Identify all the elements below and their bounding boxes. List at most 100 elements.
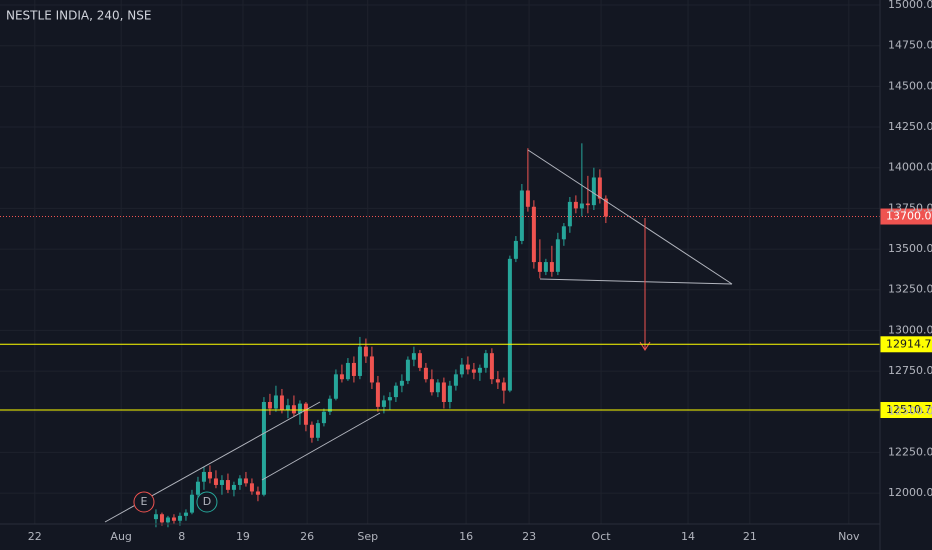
y-tick-label: 13500.00 [888, 242, 932, 255]
price-label-box [880, 208, 932, 225]
price-label: 12510.75 [886, 403, 932, 416]
candle-body [471, 369, 476, 373]
candle-body [411, 353, 416, 360]
candle-body [303, 403, 308, 425]
overlay: 13700.00 12914.70 12510.75 E D [0, 208, 932, 513]
candle-body [483, 353, 488, 368]
candle-body [153, 514, 158, 520]
y-tick-label: 15000.00 [888, 0, 932, 11]
candle-body [549, 262, 554, 272]
x-tick-label: Sep [357, 530, 378, 543]
x-tick-label: Nov [838, 530, 860, 543]
candle-body [519, 190, 524, 241]
candle-body [585, 203, 590, 206]
candle-body [225, 480, 230, 490]
event-marker [196, 491, 218, 513]
candle-body [561, 226, 566, 240]
x-tick-label: 14 [681, 530, 695, 543]
candle-body [327, 398, 332, 412]
x-tick-label: 26 [300, 530, 314, 543]
candle-body [297, 403, 302, 414]
y-tick-label: 12250.00 [888, 445, 932, 458]
candle-body [405, 359, 410, 381]
x-tick-label: 22 [28, 530, 42, 543]
candle-body [387, 397, 392, 401]
price-label: 13700.00 [886, 210, 932, 223]
candle-body [495, 379, 500, 383]
y-tick-label: 14250.00 [888, 120, 932, 133]
candle-body [165, 517, 170, 523]
candle-body [285, 405, 290, 411]
candle-body [579, 203, 584, 209]
candle-body [489, 353, 494, 380]
x-tick-label: 23 [522, 530, 536, 543]
candle-body [219, 480, 224, 485]
candle-body [399, 380, 404, 386]
candle-body [393, 385, 398, 398]
candle-body [345, 362, 350, 380]
y-tick-label: 14750.00 [888, 39, 932, 52]
candles [153, 143, 608, 528]
candle-body [261, 401, 266, 495]
candle-body [447, 385, 452, 402]
y-tick-label: 12000.00 [888, 486, 932, 499]
candle-body [363, 346, 368, 357]
candle-body [243, 478, 248, 484]
candle-body [249, 483, 254, 492]
candle-body [315, 423, 320, 438]
candle-body [183, 512, 188, 516]
candle-body [417, 353, 422, 368]
candle-body [501, 382, 506, 391]
candle-body [459, 364, 464, 375]
candle-body [177, 515, 182, 521]
candle-body [429, 379, 434, 393]
candle-body [453, 374, 458, 386]
candle-body [237, 478, 242, 485]
event-marker-label: D [203, 495, 211, 508]
candle-body [591, 177, 596, 206]
candle-body [513, 240, 518, 259]
candle-body [597, 177, 602, 199]
candle-body [525, 190, 530, 207]
candle-body [279, 395, 284, 411]
candle-body [213, 478, 218, 485]
price-label-box [880, 402, 932, 419]
candle-body [267, 401, 272, 409]
candle-body [339, 374, 344, 380]
x-tick-label: 16 [459, 530, 473, 543]
candle-body [555, 239, 560, 272]
candle-body [477, 367, 482, 373]
candle-body [567, 201, 572, 227]
candle-body [507, 258, 512, 391]
y-tick-label: 12500.00 [888, 405, 932, 418]
candle-body [195, 481, 200, 495]
candle-body [603, 198, 608, 217]
y-tick-label: 13750.00 [888, 201, 932, 214]
x-tick-label: 21 [743, 530, 757, 543]
candle-body [255, 491, 260, 495]
y-tick-label: 13000.00 [888, 323, 932, 336]
candle-body [441, 382, 446, 402]
event-marker-label: E [140, 495, 147, 508]
price-label: 12914.70 [886, 337, 932, 350]
price-label-box [880, 336, 932, 353]
candle-body [351, 362, 356, 376]
y-tick-label: 14000.00 [888, 161, 932, 174]
candle-body [543, 262, 548, 272]
triangle-line [539, 278, 733, 285]
candle-body [231, 484, 236, 490]
candle-body [291, 405, 296, 414]
x-tick-label: Oct [592, 530, 612, 543]
trend-line [261, 412, 381, 481]
candle-body [423, 367, 428, 380]
grid [0, 0, 880, 524]
x-tick-label: Aug [110, 530, 131, 543]
candle-body [201, 471, 206, 482]
y-tick-label: 14500.00 [888, 79, 932, 92]
candle-body [357, 346, 362, 376]
candle-body [171, 517, 176, 521]
chart-title: NESTLE INDIA, 240, NSE [6, 9, 151, 23]
candle-body [309, 424, 314, 438]
x-tick-label: 19 [236, 530, 250, 543]
